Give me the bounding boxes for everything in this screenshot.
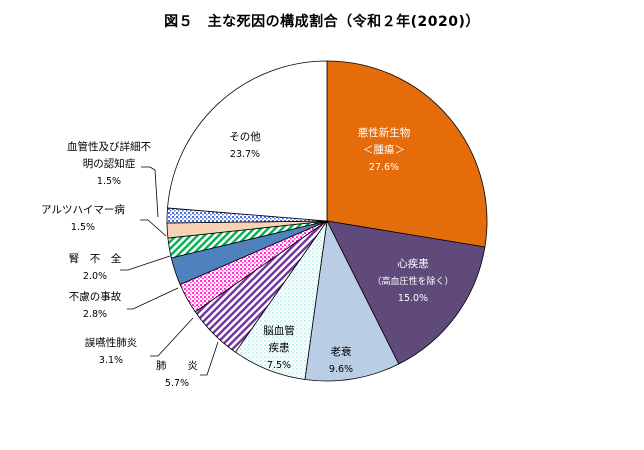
slice-label-不慮の事故: 不慮の事故 2.8% — [69, 290, 122, 320]
leader-line-誤嚥性肺炎 — [150, 317, 194, 357]
slice-label-line: （高血圧性を除く） — [372, 275, 453, 287]
slice-value-label: 27.6% — [369, 162, 399, 173]
leader-line-アルツハイマー病 — [140, 219, 167, 237]
slice-value-label: 7.5% — [267, 360, 291, 371]
slice-label-line: 脳血管 — [263, 324, 295, 337]
slice-value-label: 15.0% — [398, 293, 428, 304]
slice-value-label: 1.5% — [71, 222, 95, 233]
slice-label-腎不全: 腎 不 全 2.0% — [69, 252, 122, 282]
pie-slice-老衰 — [304, 219, 400, 382]
slice-label-line: 老衰 — [331, 345, 352, 358]
pie-slice-悪性新生物 — [326, 60, 488, 248]
slice-label-老衰: 老衰 9.6% — [329, 345, 353, 375]
slice-label-アルツハイマー病: アルツハイマー病 1.5% — [41, 203, 125, 233]
slice-label-line: 疾患 — [269, 341, 290, 354]
slice-value-label: 5.7% — [165, 378, 189, 389]
pie-slice-心疾患 — [326, 220, 486, 365]
slice-label-心疾患: 心疾患 （高血圧性を除く） 15.0% — [372, 257, 453, 304]
leader-line-腎不全 — [120, 255, 171, 271]
slice-value-label: 9.6% — [329, 364, 353, 375]
slice-label-line: 腎 不 全 — [69, 252, 122, 265]
slice-value-label: 23.7% — [230, 149, 260, 160]
slice-label-line: 誤嚥性肺炎 — [85, 336, 138, 349]
leader-line-不慮の事故 — [127, 287, 179, 310]
slice-label-line: アルツハイマー病 — [41, 203, 125, 216]
slice-label-悪性新生物: 悪性新生物 ＜腫瘍＞ 27.6% — [358, 126, 411, 173]
slice-label-line: 不慮の事故 — [69, 290, 122, 303]
slice-value-label: 3.1% — [99, 355, 123, 366]
slice-label-line: 血管性及び詳細不 — [67, 140, 151, 153]
slice-label-line: 心疾患 — [397, 257, 429, 270]
slice-label-その他: その他 23.7% — [229, 130, 261, 160]
slice-label-line: 肺 炎 — [156, 360, 198, 372]
slice-label-誤嚥性肺炎: 誤嚥性肺炎 3.1% — [85, 336, 138, 366]
slice-label-肺炎: 肺 炎 5.7% — [156, 360, 198, 389]
slice-label-line: その他 — [229, 130, 261, 143]
slice-label-line: 明の認知症 — [83, 157, 136, 170]
slice-label-line: ＜腫瘍＞ — [363, 143, 405, 156]
leader-line-血管性及び詳細不 — [141, 166, 159, 218]
slice-value-label: 1.5% — [97, 176, 121, 187]
slice-value-label: 2.8% — [83, 309, 107, 320]
slice-label-line: 悪性新生物 — [358, 126, 411, 139]
chart-title: 図５ 主な死因の構成割合（令和２年(2020)） — [164, 14, 480, 30]
slice-value-label: 2.0% — [83, 271, 107, 282]
pie-slice-その他 — [167, 60, 328, 222]
leader-line-肺炎 — [200, 341, 219, 376]
